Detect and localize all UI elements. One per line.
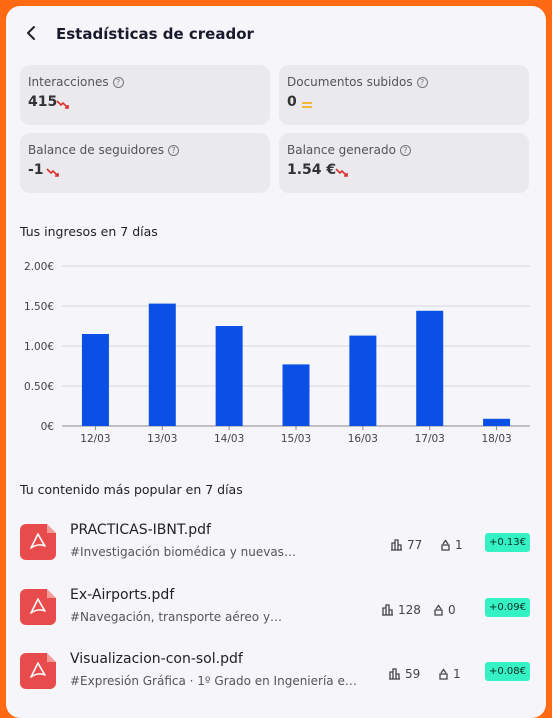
stat-card-followers: Balance de seguidores? -1 (20, 133, 270, 193)
file-description: #Expresión Gráfica · 1º Grado en Ingenie… (70, 674, 357, 688)
file-name: Visualizacion-con-sol.pdf (70, 651, 243, 667)
stat-card-documents: Documentos subidos? 0 (279, 65, 529, 125)
bar[interactable] (416, 310, 444, 426)
help-icon[interactable]: ? (399, 145, 411, 156)
bar[interactable] (148, 303, 176, 426)
help-icon[interactable]: ? (416, 77, 428, 88)
download-icon (441, 539, 450, 551)
page-title: Estadísticas de creador (56, 25, 254, 43)
views-count: 77 (407, 538, 423, 552)
popular-title: Tu contenido más popular en 7 días (20, 482, 243, 497)
views-count: 59 (405, 667, 421, 681)
downloads-count: 0 (448, 603, 456, 617)
header: Estadísticas de creador (6, 6, 546, 64)
earned-badge: +0.09€ (484, 598, 530, 617)
stat-value: 415 (28, 94, 58, 110)
file-name: Ex-Airports.pdf (70, 587, 175, 603)
x-tick-label: 17/03 (415, 433, 445, 445)
list-item[interactable]: Visualizacion-con-sol.pdf #Expresión Grá… (20, 645, 536, 701)
y-tick-label: 1.00€ (24, 341, 54, 353)
stat-value: 0 (287, 94, 297, 110)
y-tick-label: 0.50€ (24, 381, 54, 393)
bar[interactable] (81, 334, 109, 426)
stat-label: Balance generado (287, 143, 396, 157)
file-description: #Investigación biomédica y nuevas… (70, 545, 296, 559)
views-count: 128 (398, 603, 421, 617)
creator-stats-panel: Estadísticas de creador Interacciones? 4… (6, 6, 546, 718)
earnings-bar-chart: 0€ 0.50€ 1.00€ 1.50€ 2.00€ 12/03 13/03 14/03 15/… (24, 261, 530, 445)
downloads-count: 1 (455, 538, 463, 552)
bar[interactable] (349, 335, 377, 426)
help-icon[interactable]: ? (112, 77, 124, 88)
file-description: #Navegación, transporte aéreo y… (70, 610, 283, 624)
y-tick-label: 2.00€ (24, 261, 54, 273)
pdf-file-icon (20, 589, 56, 625)
stat-value: -1 (28, 162, 44, 178)
x-tick-label: 14/03 (214, 433, 244, 445)
downloads-count: 1 (453, 667, 461, 681)
trend-equal-icon (302, 102, 312, 108)
stat-label: Documentos subidos (287, 75, 413, 89)
download-icon (434, 604, 443, 616)
download-icon (439, 668, 448, 680)
stat-label: Balance de seguidores (28, 143, 164, 157)
views-icon (389, 668, 400, 680)
x-tick-label: 16/03 (348, 433, 378, 445)
stat-card-balance: Balance generado? 1.54 € (279, 133, 529, 193)
stat-card-interactions: Interacciones? 415 (20, 65, 270, 125)
x-tick-label: 18/03 (481, 433, 511, 445)
y-tick-label: 0€ (41, 421, 54, 433)
file-name: PRACTICAS-IBNT.pdf (70, 522, 211, 538)
y-tick-label: 1.50€ (24, 301, 54, 313)
views-icon (382, 604, 393, 616)
x-tick-label: 12/03 (80, 433, 110, 445)
trend-down-icon (56, 100, 69, 109)
views-icon (391, 539, 402, 551)
earned-badge: +0.08€ (484, 662, 530, 681)
stat-value: 1.54 € (287, 162, 337, 178)
help-icon[interactable]: ? (167, 145, 179, 156)
earnings-title: Tus ingresos en 7 días (20, 224, 158, 239)
list-item[interactable]: Ex-Airports.pdf #Navegación, transporte … (20, 581, 536, 637)
pdf-file-icon (20, 524, 56, 560)
pdf-file-icon (20, 653, 56, 689)
trend-down-icon (46, 168, 59, 177)
x-tick-label: 13/03 (147, 433, 177, 445)
bar[interactable] (215, 326, 243, 426)
x-tick-label: 15/03 (281, 433, 311, 445)
bar[interactable] (483, 418, 511, 426)
trend-down-icon (335, 168, 348, 177)
stat-label: Interacciones (28, 75, 109, 89)
bar[interactable] (282, 364, 310, 426)
back-arrow-icon[interactable] (22, 23, 42, 43)
earned-badge: +0.13€ (484, 533, 530, 552)
list-item[interactable]: PRACTICAS-IBNT.pdf #Investigación bioméd… (20, 516, 536, 572)
